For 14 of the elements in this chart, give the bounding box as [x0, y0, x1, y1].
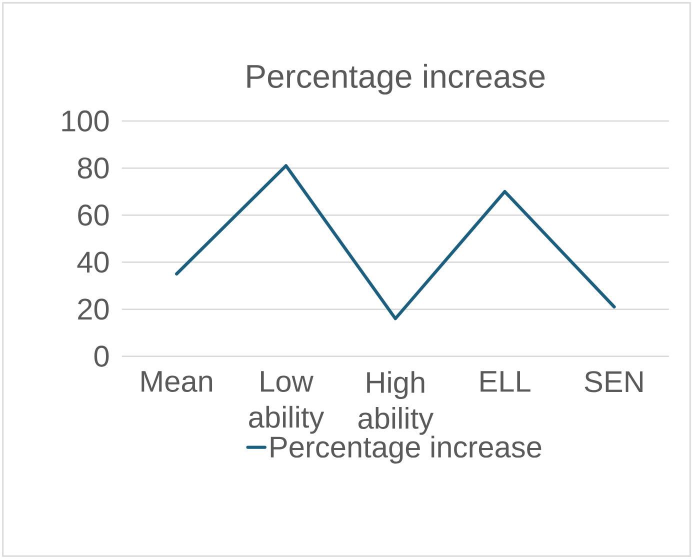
y-tick-label: 60 [78, 204, 109, 226]
y-tick-label: 100 [62, 110, 109, 132]
line-series [174, 164, 616, 320]
x-tick-label: ELL [480, 371, 530, 392]
x-tick-label: SEN [584, 371, 642, 392]
y-tick-label: 40 [77, 252, 109, 273]
y-tick-label: 20 [78, 298, 109, 320]
x-tick-label: Mean [142, 371, 212, 392]
x-tick-label: Low ability [249, 371, 324, 434]
chart-title: Percentage increase [247, 64, 545, 95]
y-tick-label: 80 [78, 158, 109, 179]
y-tick-label: 0 [94, 346, 109, 367]
x-tick-label: High ability [358, 371, 434, 435]
legend-label: Percentage increase [270, 436, 542, 464]
